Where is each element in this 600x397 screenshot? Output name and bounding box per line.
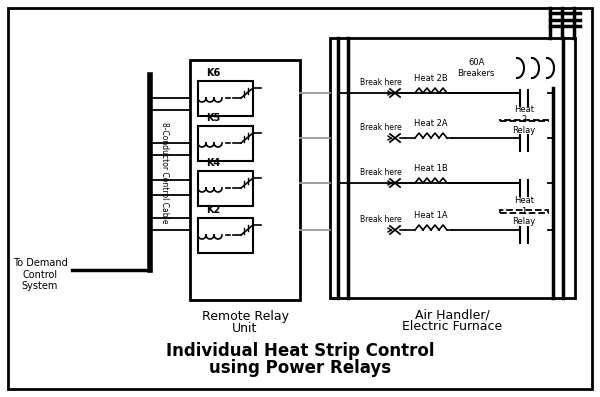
Text: 60A
Breakers: 60A Breakers [458, 58, 495, 78]
Text: Heat
2
Relay: Heat 2 Relay [512, 105, 536, 135]
Text: Unit: Unit [232, 322, 257, 335]
Bar [190, 60, 300, 300]
Text: K6: K6 [206, 68, 220, 78]
Text: To Demand
Control
System: To Demand Control System [13, 258, 67, 291]
Text: Individual Heat Strip Control: Individual Heat Strip Control [166, 342, 434, 360]
Text: Heat
1
Relay: Heat 1 Relay [512, 196, 536, 226]
Bar [500, 210, 548, 213]
Text: K4: K4 [206, 158, 220, 168]
Text: Heat 1B: Heat 1B [414, 164, 448, 173]
Bar [198, 126, 253, 161]
Text: Break here: Break here [360, 168, 402, 177]
Text: Break here: Break here [360, 215, 402, 224]
Text: Break here: Break here [360, 78, 402, 87]
Text: using Power Relays: using Power Relays [209, 359, 391, 377]
Text: Electric Furnace: Electric Furnace [402, 320, 502, 333]
Bar [198, 218, 253, 253]
Bar [500, 120, 548, 121]
Text: Heat 2B: Heat 2B [414, 74, 448, 83]
Bar [198, 81, 253, 116]
Bar [330, 38, 575, 298]
Text: K5: K5 [206, 113, 220, 123]
Text: Heat 2A: Heat 2A [414, 119, 448, 128]
Text: Air Handler/: Air Handler/ [415, 308, 490, 321]
Text: 8-Conductor Control Cable: 8-Conductor Control Cable [160, 122, 169, 223]
Text: Remote Relay: Remote Relay [202, 310, 289, 323]
Text: Break here: Break here [360, 123, 402, 132]
Text: Heat 1A: Heat 1A [414, 211, 448, 220]
Text: K2: K2 [206, 205, 220, 215]
Bar [198, 171, 253, 206]
